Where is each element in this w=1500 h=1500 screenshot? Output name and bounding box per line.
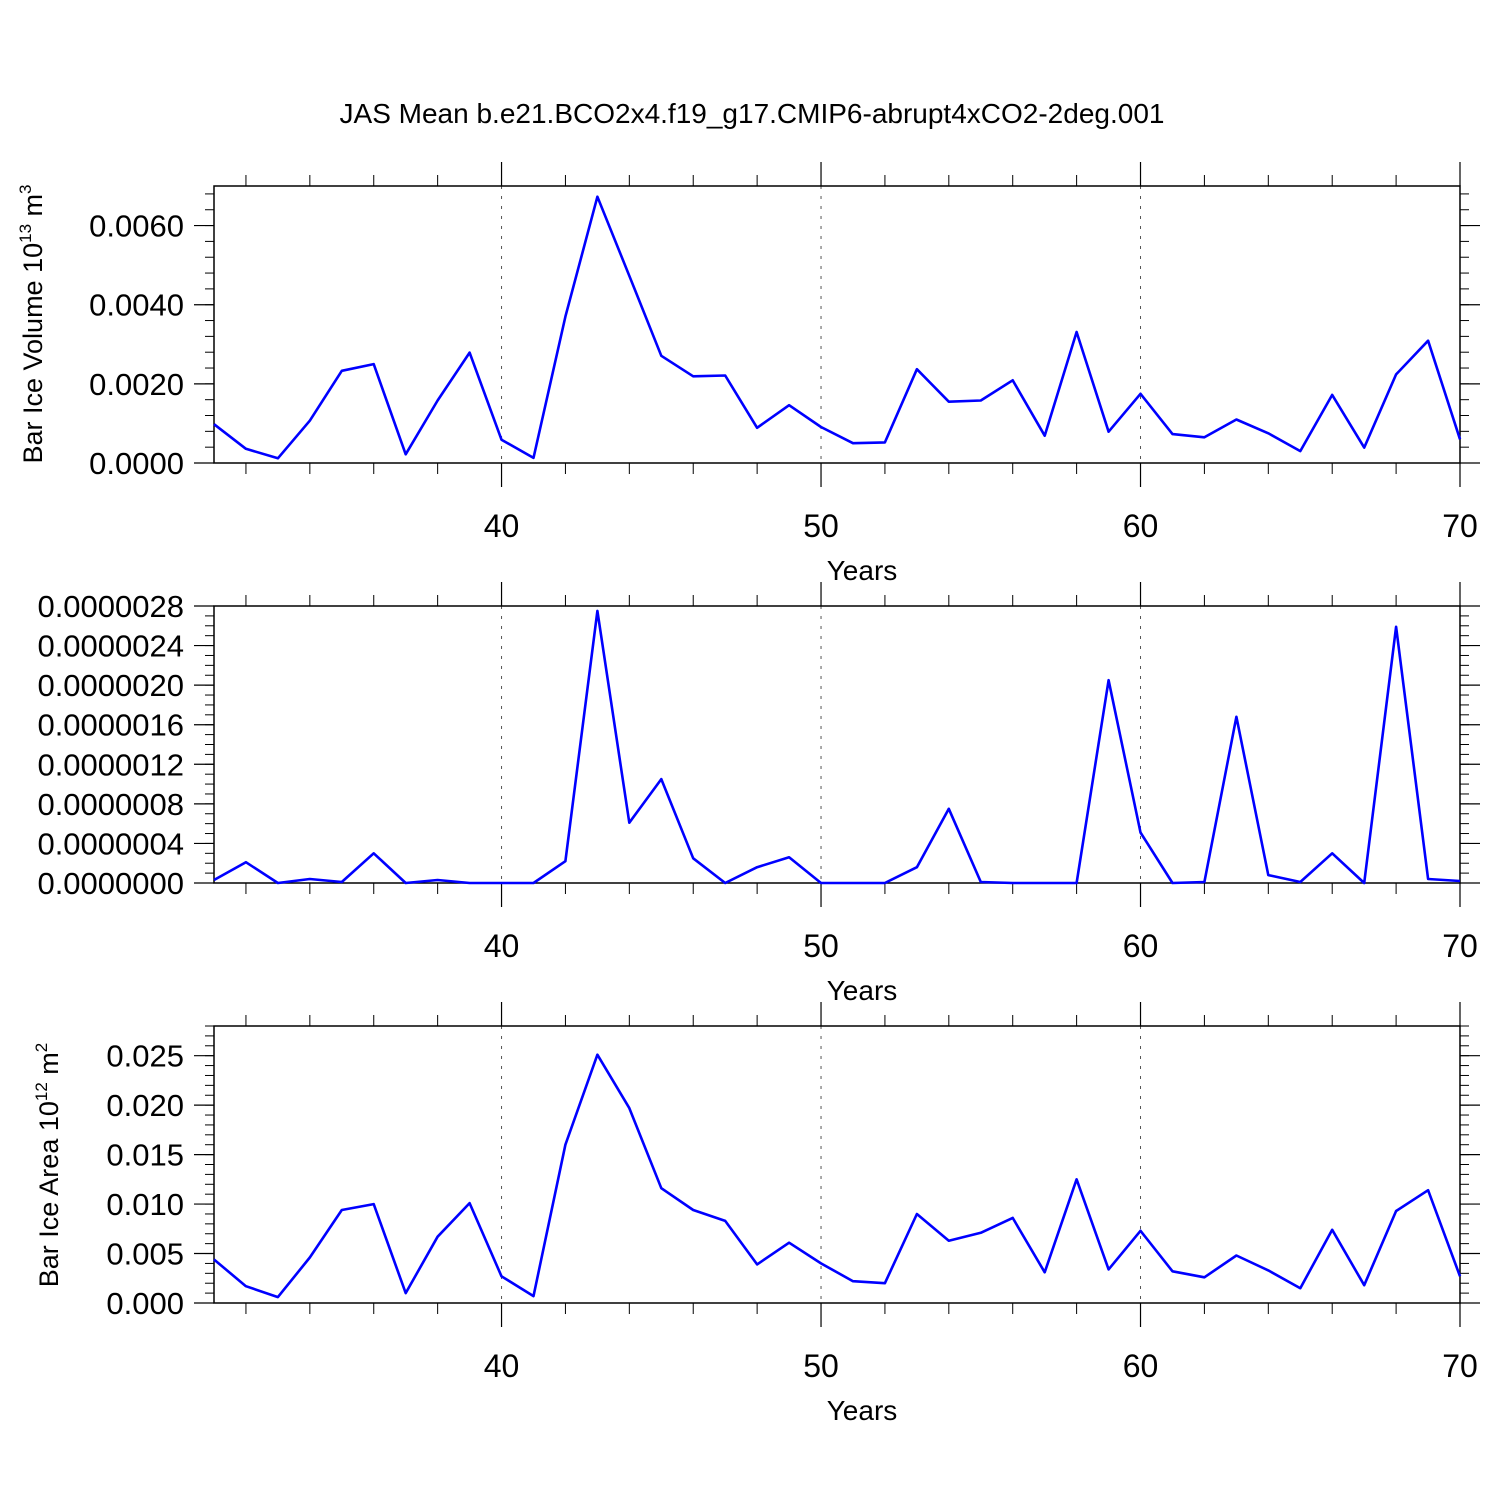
- y-tick-label: 0.0040: [89, 288, 184, 323]
- y-tick-label: 0.0000020: [37, 668, 184, 703]
- y-tick-label: 0.0000: [89, 446, 184, 481]
- y-tick-label: 0.005: [106, 1237, 184, 1272]
- x-tick-label: 50: [803, 1348, 839, 1384]
- chart-panel-1: 40 50 60 70 0.0000 0.0020 0.0040 0.0060 Years Bar…: [16, 162, 1480, 586]
- y-tick-label: 0.0000004: [37, 826, 184, 861]
- plot-frame: [213, 1025, 1461, 1304]
- x-tick-label: 60: [1123, 928, 1159, 964]
- y-tick-label: 0.015: [106, 1138, 184, 1173]
- y-axis-label: Bar Ice Area 1012 m2: [32, 1043, 64, 1288]
- data-series-line: [213, 1053, 1462, 1299]
- x-tick-label: 40: [484, 1348, 520, 1384]
- y-axis-label: Bar Ice Volume 1013 m3: [16, 184, 48, 463]
- x-tick-label: 60: [1123, 508, 1159, 544]
- plot-frame: [213, 185, 1461, 464]
- x-axis-label: Years: [827, 1395, 898, 1426]
- x-axis-label: Years: [827, 555, 898, 586]
- x-tick-label: 70: [1442, 928, 1478, 964]
- y-tick-label: 0.010: [106, 1187, 184, 1222]
- chart-panel-2: 40 50 60 70 0.0000000 0.0000004 0.0000008 0.000…: [37, 582, 1480, 1006]
- y-tick-label: 0.0000012: [37, 747, 184, 782]
- y-tick-label: 0.0000000: [37, 866, 184, 901]
- y-tick-label: 0.020: [106, 1088, 184, 1123]
- chart-panel-3: 40 50 60 70 0.000 0.005 0.010 0.015 0.020 0.025 Ye…: [32, 1002, 1480, 1426]
- x-tick-label: 70: [1442, 1348, 1478, 1384]
- data-series-line: [213, 609, 1461, 885]
- x-tick-label: 40: [484, 928, 520, 964]
- x-axis-label: Years: [827, 975, 898, 1006]
- y-tick-label: 0.0000028: [37, 589, 184, 624]
- x-tick-label: 50: [803, 928, 839, 964]
- y-tick-label: 0.025: [106, 1039, 184, 1074]
- x-tick-label: 70: [1442, 508, 1478, 544]
- y-tick-label: 0.0000024: [37, 629, 184, 664]
- x-tick-label: 40: [484, 508, 520, 544]
- y-tick-label: 0.000: [106, 1286, 184, 1321]
- figure-title: JAS Mean b.e21.BCO2x4.f19_g17.CMIP6-abru…: [340, 98, 1165, 129]
- x-tick-label: 60: [1123, 1348, 1159, 1384]
- y-tick-label: 0.0020: [89, 367, 184, 402]
- data-series-line: [213, 195, 1462, 460]
- y-tick-label: 0.0000016: [37, 708, 184, 743]
- y-tick-label: 0.0000008: [37, 787, 184, 822]
- x-tick-label: 50: [803, 508, 839, 544]
- y-tick-label: 0.0060: [89, 209, 184, 244]
